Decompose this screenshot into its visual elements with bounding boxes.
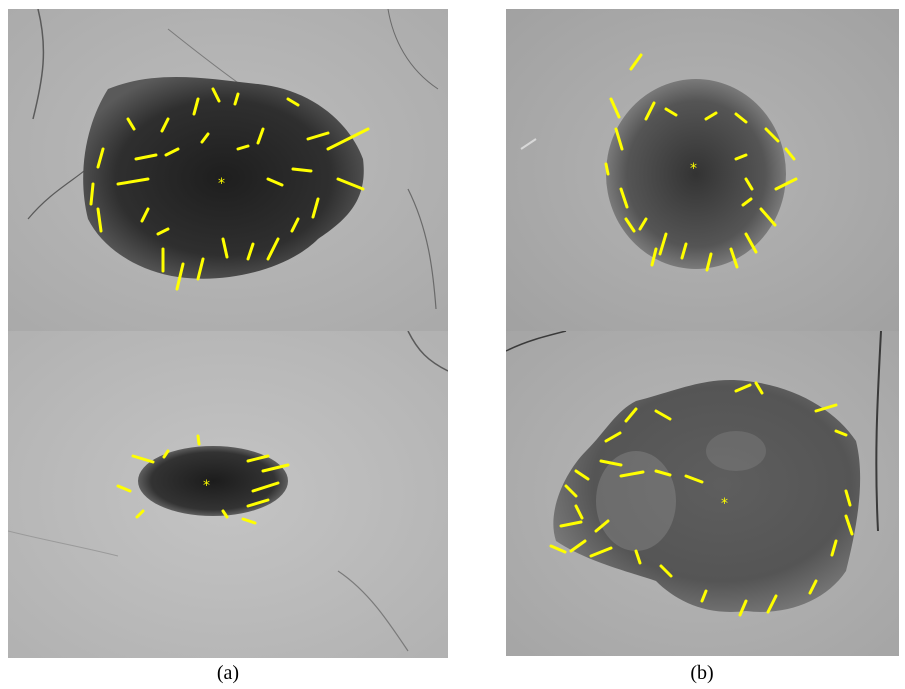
dermoscopy-image-a-bottom: * [8,331,448,658]
panel-b-top: * [506,9,899,331]
panel-a-top: * [8,9,448,331]
panel-b-bottom: * [506,331,899,656]
dermoscopy-image-b-top: * [506,9,899,331]
center-marker: * [721,496,728,512]
panel-a-bottom: * [8,331,448,658]
dermoscopy-image-a-top: * [8,9,448,331]
caption-a: (a) [216,662,240,684]
center-marker: * [218,176,225,192]
streak-overlay [89,87,370,291]
caption-b: (b) [690,662,714,684]
center-marker: * [690,161,697,177]
dermoscopy-image-b-bottom: * [506,331,899,656]
center-marker: * [203,478,210,494]
